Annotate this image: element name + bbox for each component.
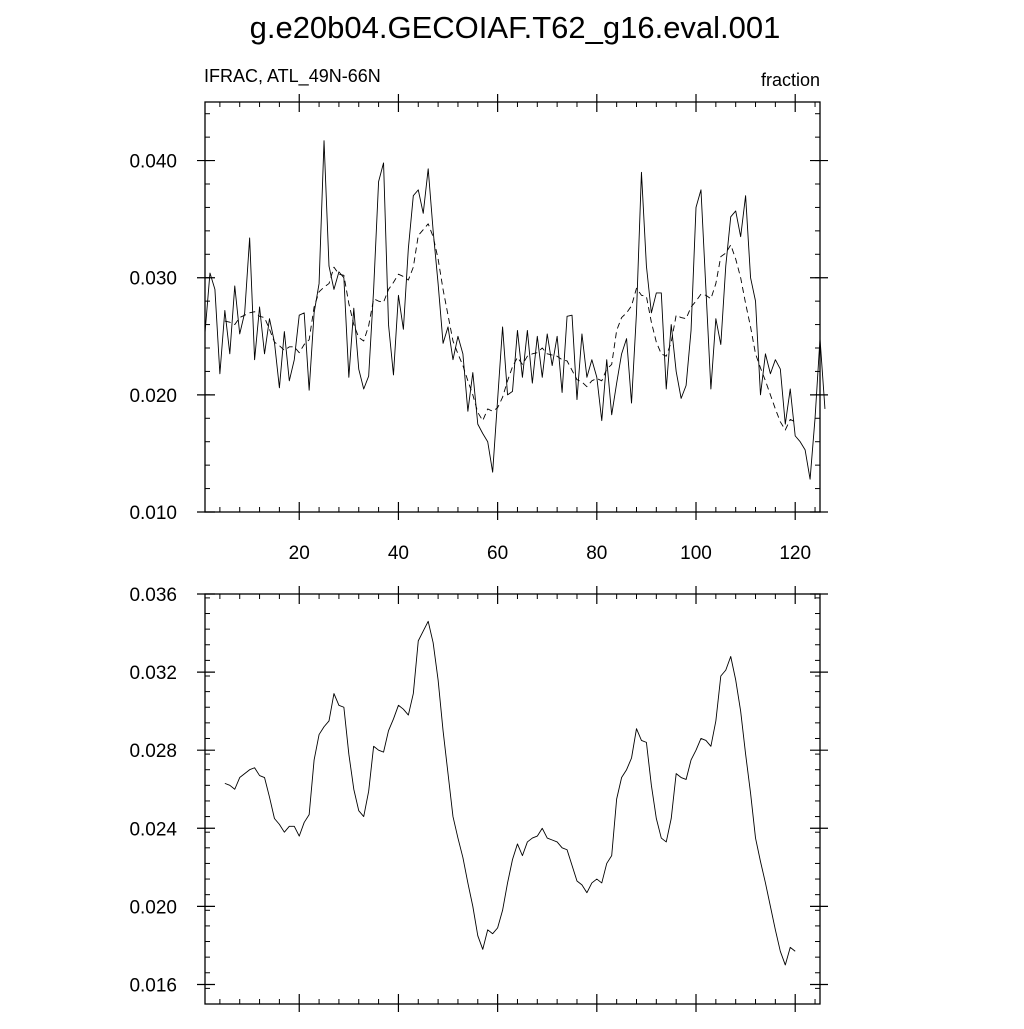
top-panel-ticks (197, 94, 828, 520)
y-tick-label: 0.032 (129, 663, 177, 684)
bottom-panel-series (224, 620, 796, 966)
x-tick-label: 60 (487, 543, 508, 564)
y-tick-label: 0.020 (129, 386, 177, 407)
y-tick-label: 0.030 (129, 269, 177, 290)
y-tick-label: 0.020 (129, 897, 177, 918)
x-tick-label: 20 (289, 543, 310, 564)
top-panel-left-label: IFRAC, ATL_49N-66N (204, 66, 381, 87)
y-tick-label: 0.016 (129, 975, 177, 996)
y-tick-label: 0.028 (129, 741, 177, 762)
series-line-solid (224, 620, 796, 966)
x-tick-label: 40 (388, 543, 409, 564)
top-panel-frame (204, 101, 821, 513)
bottom-panel-tick-labels: 0.016 0.020 0.024 0.028 0.032 0.036 (129, 585, 177, 996)
series-line-solid (204, 140, 826, 480)
x-tick-label: 100 (680, 543, 712, 564)
y-tick-label: 0.040 (129, 152, 177, 173)
top-panel-tick-labels: 0.010 0.020 0.030 0.040 20 40 60 80 100 120 (129, 152, 811, 564)
top-panel-right-label: fraction (761, 70, 820, 90)
y-tick-label: 0.010 (129, 503, 177, 524)
top-panel-series (204, 140, 826, 480)
x-tick-label: 120 (779, 543, 811, 564)
bottom-panel-ticks (197, 586, 828, 1012)
x-tick-label: 80 (586, 543, 607, 564)
y-tick-label: 0.036 (129, 585, 177, 606)
top-panel: 0.010 0.020 0.030 0.040 20 40 60 80 100 120 (129, 94, 828, 564)
y-tick-label: 0.024 (129, 819, 177, 840)
bottom-panel-frame (204, 593, 821, 1005)
series-line-dashed (224, 223, 796, 431)
figure-title: g.e20b04.GECOIAF.T62_g16.eval.001 (250, 10, 781, 45)
bottom-panel: 0.016 0.020 0.024 0.028 0.032 0.036 (129, 585, 828, 1012)
